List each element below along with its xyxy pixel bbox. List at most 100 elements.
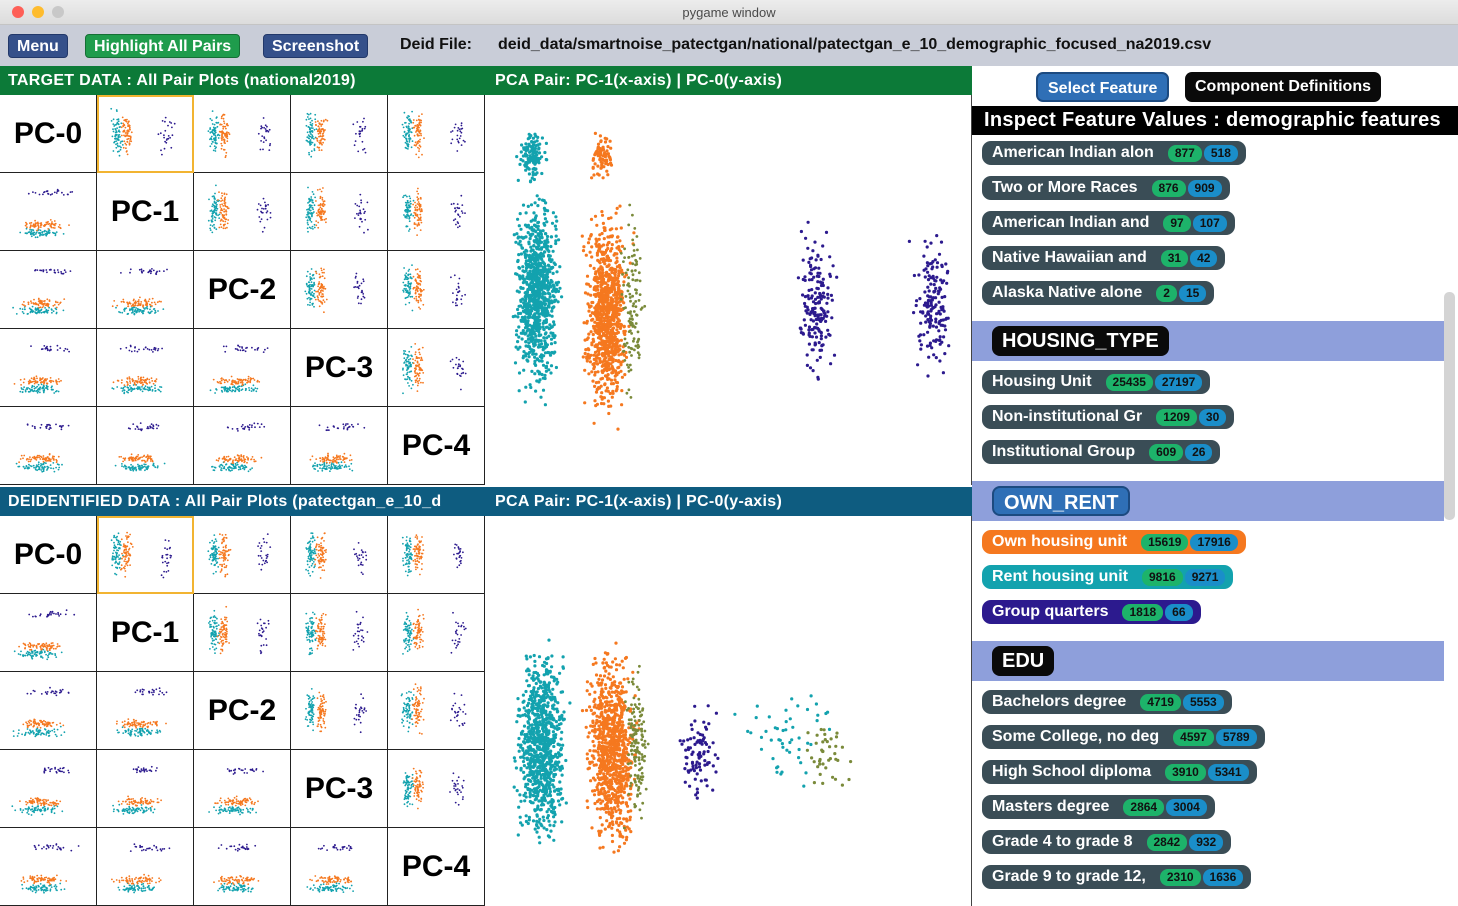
pair-plot-cell[interactable] [291,407,388,485]
orange-points [314,532,327,579]
pair-plot-cell[interactable] [0,750,97,828]
component-label: PC-2 [194,251,291,329]
pair-plot-cell[interactable] [291,251,388,329]
pair-plot-cell[interactable] [97,750,194,828]
component-label: PC-1 [97,594,194,672]
feature-value-item[interactable]: Grade 9 to grade 12, 2310 1636 [982,865,1252,889]
deid-count-badge: 9271 [1184,568,1226,586]
minimize-window-button[interactable] [32,6,44,18]
pair-plot-cell[interactable] [194,516,291,594]
teal-points [211,461,253,473]
highlight-all-pairs-button[interactable]: Highlight All Pairs [85,34,241,58]
pair-plot-cell[interactable] [291,828,388,906]
feature-value-item[interactable]: American Indian alon 877 518 [982,141,1246,165]
teal-points [304,688,316,732]
navy-points [134,687,168,696]
pair-plot-cell[interactable] [97,251,194,329]
pair-plot-cell[interactable] [194,173,291,251]
navy-points [450,122,466,152]
pair-plot-cell[interactable] [291,594,388,672]
teal-points [402,264,414,312]
pair-plot-cell[interactable] [388,251,485,329]
navy-points [449,692,467,727]
menu-button[interactable]: Menu [8,34,68,58]
teal-points [208,609,220,654]
feature-value-item[interactable]: Two or More Races 876 909 [982,176,1230,200]
feature-value-item[interactable]: Own housing unit 15619 17916 [982,530,1246,554]
pair-plot-cell[interactable] [388,516,485,594]
pair-plot-cell[interactable] [0,828,97,906]
teal-points [21,882,66,894]
pair-plot-cell[interactable] [0,173,97,251]
feature-value-item[interactable]: Some College, no deg 4597 5789 [982,725,1265,749]
deid-count-badge: 30 [1198,408,1227,426]
pair-plot-cell[interactable] [0,594,97,672]
feature-value-item[interactable]: Native Hawaiian and 31 42 [982,246,1226,270]
edu-label[interactable]: EDU [992,646,1055,676]
teal-points [13,648,63,661]
olive-points [619,203,647,399]
pair-plot-cell[interactable] [388,95,485,173]
pair-plot-cell[interactable] [97,95,194,173]
navy-points [318,423,366,432]
maximize-window-button[interactable] [52,6,64,18]
teal-points [401,110,414,150]
pair-plot-cell[interactable] [194,95,291,173]
pair-plot-cell[interactable] [194,329,291,407]
sidebar-scrollbar[interactable] [1444,292,1455,520]
screenshot-button[interactable]: Screenshot [263,34,369,58]
pair-plot-cell[interactable] [291,173,388,251]
pair-plot-cell[interactable] [291,95,388,173]
feature-value-item[interactable]: Institutional Group 609 26 [982,440,1221,464]
component-definitions-button[interactable]: Component Definitions [1185,72,1381,102]
close-window-button[interactable] [12,6,24,18]
select-feature-button[interactable]: Select Feature [1036,72,1170,102]
orange-points [24,219,70,232]
pair-plot-cell[interactable] [388,173,485,251]
teal-points [110,107,124,157]
pair-plot-cell[interactable] [97,516,194,594]
feature-value-item[interactable]: Rent housing unit 9816 9271 [982,565,1234,589]
pair-plot-cell[interactable] [0,251,97,329]
pair-plot-cell[interactable] [388,594,485,672]
pair-plot-cell[interactable] [194,750,291,828]
feature-value-item[interactable]: Masters degree 2864 3004 [982,795,1215,819]
pair-plot-cell[interactable] [0,407,97,485]
pair-plot-cell[interactable] [97,407,194,485]
feature-value-item[interactable]: Alaska Native alone 2 15 [982,281,1215,305]
feature-value-name: Some College, no deg [992,728,1160,745]
orange-points [112,375,158,386]
feature-value-item[interactable]: High School diploma 3910 5341 [982,760,1257,784]
navy-points [132,765,158,774]
pair-plot-cell[interactable] [194,407,291,485]
own-rent-label[interactable]: OWN_RENT [992,486,1131,516]
pair-plot-cell[interactable] [388,750,485,828]
feature-value-item[interactable]: Bachelors degree 4719 5553 [982,690,1232,714]
feature-value-item[interactable]: Group quarters 1818 66 [982,600,1201,624]
pair-plot-cell[interactable] [388,329,485,407]
pair-plot-cell[interactable] [194,594,291,672]
pair-plot-cell[interactable] [0,329,97,407]
pair-plot-cell[interactable] [291,672,388,750]
teal-points [733,694,832,788]
pair-plot-cell[interactable] [0,672,97,750]
pair-plot-cell[interactable] [97,672,194,750]
feature-value-item[interactable]: Non-institutional Gr 1209 30 [982,405,1235,429]
deid-pca-scatter[interactable] [487,516,972,906]
deid-data-title: DEIDENTIFIED DATA : All Pair Plots (pate… [8,493,442,510]
feature-value-name: Masters degree [992,798,1110,815]
navy-points [129,843,171,852]
pair-plot-cell[interactable] [97,329,194,407]
feature-value-item[interactable]: American Indian and 97 107 [982,211,1235,235]
pair-plot-cell[interactable] [97,828,194,906]
pair-plot-cell[interactable] [388,672,485,750]
feature-value-item[interactable]: Grade 4 to grade 8 2842 932 [982,830,1232,854]
target-pca-scatter[interactable] [487,95,972,485]
component-label: PC-3 [291,329,388,407]
own-rent-band: OWN_RENT [972,481,1444,521]
feature-value-item[interactable]: Housing Unit 25435 27197 [982,370,1211,394]
pair-plot-cell[interactable] [291,516,388,594]
housing-type-label[interactable]: HOUSING_TYPE [992,326,1169,356]
pair-plot-cell[interactable] [194,828,291,906]
housing-type-band: HOUSING_TYPE [972,321,1444,361]
